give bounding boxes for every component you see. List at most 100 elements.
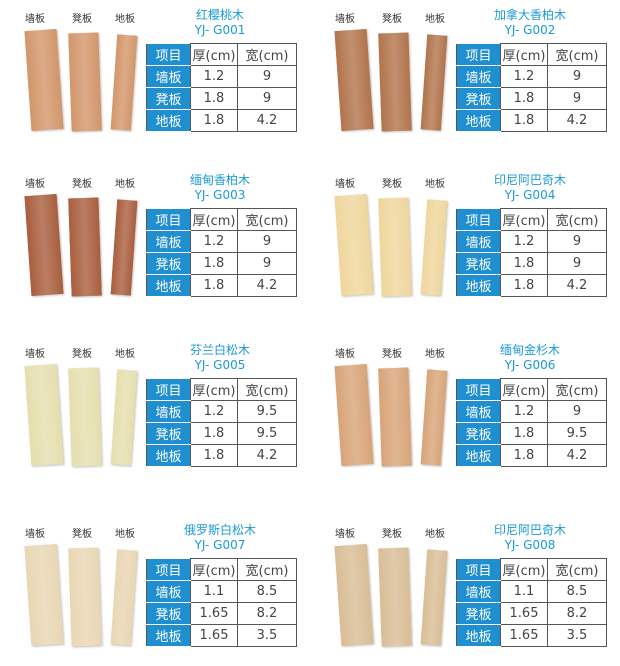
table-row: 墙板 1.2 9 — [146, 65, 297, 88]
header-width: 宽(cm) — [547, 378, 607, 401]
row-label: 墙板 — [146, 400, 191, 423]
table-row: 地板 1.8 4.2 — [456, 444, 607, 467]
header-thickness: 厚(cm) — [500, 558, 548, 581]
thickness-value: 1.8 — [190, 109, 238, 132]
thickness-value: 1.8 — [500, 422, 548, 445]
board-label: 墙板 — [335, 349, 355, 360]
thickness-value: 1.65 — [190, 602, 238, 625]
product-code: YJ- G001 — [194, 23, 246, 37]
table-row: 墙板 1.2 9 — [456, 230, 607, 253]
spec-table: 项目 厚(cm) 宽(cm) 墙板 1.2 9 凳板 1.8 9.5 地板 1.8 4.2 — [456, 378, 607, 467]
product-code: YJ- G007 — [194, 538, 246, 552]
spec-table: 项目 厚(cm) 宽(cm) 墙板 1.2 9 凳板 1.8 9 地板 1.8 4.2 — [456, 208, 607, 297]
header-width: 宽(cm) — [547, 558, 607, 581]
width-value: 4.2 — [547, 274, 607, 297]
header-item: 项目 — [146, 43, 191, 66]
product-title: 红樱桃木 YJ- G001 — [140, 8, 300, 38]
thickness-value: 1.8 — [500, 252, 548, 275]
spec-table: 项目 厚(cm) 宽(cm) 墙板 1.1 8.5 凳板 1.65 8.2 地板 1.65 3.5 — [456, 558, 607, 647]
thickness-value: 1.8 — [190, 422, 238, 445]
width-value: 9 — [237, 230, 297, 253]
row-label: 地板 — [456, 624, 501, 647]
product-title: 印尼阿巴奇木 YJ- G008 — [450, 523, 610, 553]
product-name: 缅甸金杉木 — [499, 343, 560, 357]
wall-board-image — [334, 544, 374, 646]
spec-table: 项目 厚(cm) 宽(cm) 墙板 1.1 8.5 凳板 1.65 8.2 地板 1.65 3.5 — [146, 558, 297, 647]
board-label: 凳板 — [72, 14, 92, 25]
row-label: 凳板 — [146, 252, 191, 275]
row-label: 凳板 — [146, 87, 191, 110]
product-name: 芬兰白松木 — [189, 343, 250, 357]
table-row: 凳板 1.8 9 — [456, 87, 607, 110]
floor-board-image — [110, 549, 138, 646]
header-thickness: 厚(cm) — [190, 378, 238, 401]
bench-board-image — [68, 197, 102, 297]
width-value: 4.2 — [237, 274, 297, 297]
floor-board-image — [420, 369, 448, 466]
product-name: 俄罗斯白松木 — [183, 523, 256, 537]
floor-board-image — [420, 549, 448, 646]
board-label: 地板 — [115, 14, 135, 25]
board-label: 墙板 — [25, 349, 45, 360]
table-row: 地板 1.65 3.5 — [456, 624, 607, 647]
board-label: 墙板 — [335, 179, 355, 190]
product-title: 印尼阿巴奇木 YJ- G004 — [450, 173, 610, 203]
width-value: 3.5 — [237, 624, 297, 647]
wall-board-image — [24, 29, 64, 131]
row-label: 凳板 — [146, 602, 191, 625]
wall-board-image — [334, 194, 374, 296]
width-value: 8.5 — [547, 580, 607, 603]
bench-board-image — [378, 367, 412, 467]
product-code: YJ- G006 — [504, 358, 556, 372]
row-label: 地板 — [146, 624, 191, 647]
thickness-value: 1.8 — [500, 444, 548, 467]
thickness-value: 1.65 — [190, 624, 238, 647]
header-item: 项目 — [146, 208, 191, 231]
table-header-row: 项目 厚(cm) 宽(cm) — [456, 43, 607, 66]
width-value: 9 — [237, 87, 297, 110]
floor-board-image — [420, 199, 448, 296]
header-item: 项目 — [146, 378, 191, 401]
product-name: 印尼阿巴奇木 — [493, 523, 566, 537]
thickness-value: 1.2 — [500, 65, 548, 88]
width-value: 4.2 — [237, 109, 297, 132]
header-width: 宽(cm) — [237, 43, 297, 66]
table-row: 墙板 1.2 9 — [146, 230, 297, 253]
header-thickness: 厚(cm) — [190, 558, 238, 581]
width-value: 4.2 — [237, 444, 297, 467]
product-title: 芬兰白松木 YJ- G005 — [140, 343, 300, 373]
thickness-value: 1.2 — [500, 230, 548, 253]
row-label: 凳板 — [146, 422, 191, 445]
header-width: 宽(cm) — [237, 208, 297, 231]
row-label: 墙板 — [146, 580, 191, 603]
product-block: 墙板 凳板 地板 芬兰白松木 YJ- G005 项目 厚(cm) 宽(cm) 墙板 1.2 9.5 凳… — [0, 335, 310, 500]
width-value: 9 — [547, 230, 607, 253]
width-value: 4.2 — [547, 444, 607, 467]
width-value: 9 — [547, 400, 607, 423]
width-value: 4.2 — [547, 109, 607, 132]
product-code: YJ- G008 — [504, 538, 556, 552]
width-value: 9.5 — [237, 400, 297, 423]
thickness-value: 1.8 — [190, 444, 238, 467]
row-label: 地板 — [146, 444, 191, 467]
width-value: 3.5 — [547, 624, 607, 647]
width-value: 8.2 — [237, 602, 297, 625]
row-label: 凳板 — [456, 252, 501, 275]
wall-board-image — [334, 364, 374, 466]
table-row: 凳板 1.8 9 — [146, 252, 297, 275]
board-label: 墙板 — [335, 529, 355, 540]
table-row: 凳板 1.8 9.5 — [456, 422, 607, 445]
board-label: 地板 — [425, 529, 445, 540]
board-label: 地板 — [425, 349, 445, 360]
product-block: 墙板 凳板 地板 俄罗斯白松木 YJ- G007 项目 厚(cm) 宽(cm) 墙板 1.1 8.5… — [0, 515, 310, 666]
product-block: 墙板 凳板 地板 印尼阿巴奇木 YJ- G008 项目 厚(cm) 宽(cm) 墙板 1.1 8.5… — [310, 515, 620, 666]
wall-board-image — [24, 544, 64, 646]
row-label: 凳板 — [456, 602, 501, 625]
board-label: 地板 — [115, 179, 135, 190]
product-name: 印尼阿巴奇木 — [493, 173, 566, 187]
thickness-value: 1.65 — [500, 602, 548, 625]
width-value: 8.2 — [547, 602, 607, 625]
bench-board-image — [378, 547, 412, 647]
width-value: 9.5 — [547, 422, 607, 445]
